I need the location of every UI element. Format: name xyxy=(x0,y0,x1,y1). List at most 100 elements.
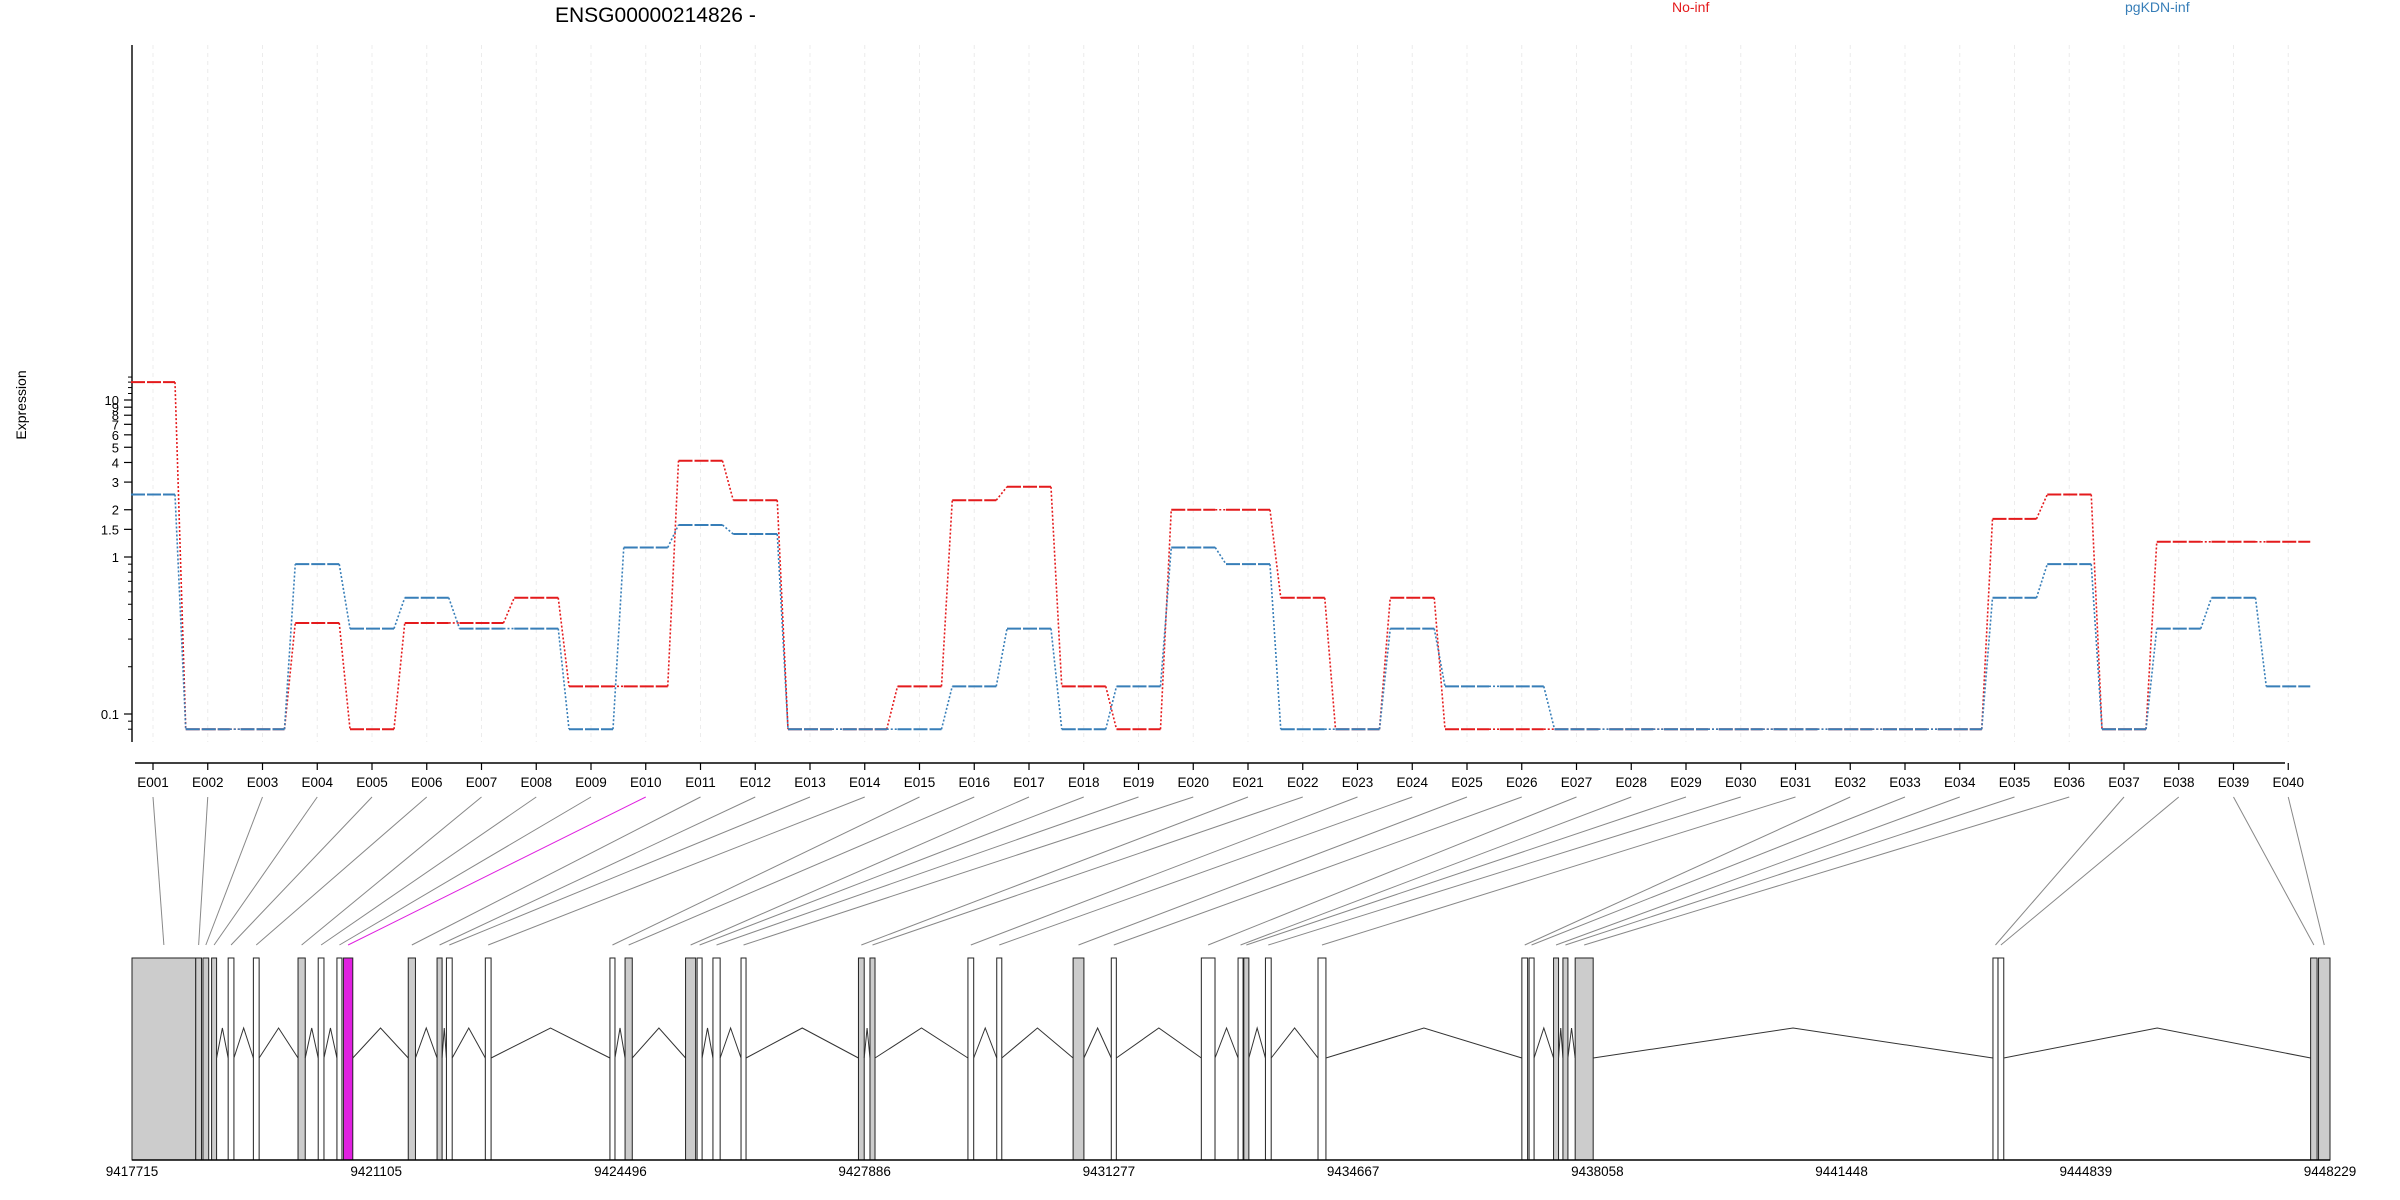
connector-line xyxy=(488,796,865,946)
series-connector xyxy=(1104,686,1118,730)
y-tick-label: 8 xyxy=(112,408,119,423)
y-tick-label: 6 xyxy=(112,428,119,443)
series-connector xyxy=(776,534,789,730)
x-tick-label: E040 xyxy=(2272,775,2304,790)
coord-tick-label: 9438058 xyxy=(1571,1164,1624,1179)
vertical-grid xyxy=(152,45,2289,742)
series-connector xyxy=(1269,509,1282,598)
series-connector xyxy=(1159,547,1173,687)
y-tick-label: 1 xyxy=(112,550,119,565)
series-connector xyxy=(2145,628,2158,730)
series-connector xyxy=(447,597,461,629)
exon-E007 xyxy=(297,957,306,1161)
coord-tick-label: 9441448 xyxy=(1815,1164,1868,1179)
y-axis-label: Expression xyxy=(13,370,29,439)
connector-line xyxy=(347,796,646,946)
exon-E011 xyxy=(407,957,416,1161)
x-tick-label: E001 xyxy=(137,775,169,790)
connector-line xyxy=(612,796,920,946)
genomic-coordinate-axis: 9417715 9421105 9424496 9427886 9431277 94346… xyxy=(106,1159,2356,1179)
x-tick-label: E025 xyxy=(1451,775,1483,790)
x-tick-label: E004 xyxy=(301,775,333,790)
legend-pgkdn-inf: pgKDN-inf xyxy=(2125,0,2190,15)
x-axis: E001 E002 E003 E004 E005 E006 E007 E008 E009 E010… xyxy=(135,762,2304,790)
connector-line xyxy=(2233,796,2315,946)
x-tick-label: E030 xyxy=(1725,775,1757,790)
series-connector xyxy=(338,622,351,730)
exon-E013 xyxy=(445,957,453,1161)
series-connector xyxy=(612,547,625,730)
y-tick-label: 9 xyxy=(112,400,119,415)
y-tick-label: 10 xyxy=(105,393,119,408)
intron xyxy=(1214,1026,1239,1059)
intron xyxy=(1248,1026,1266,1059)
intron xyxy=(233,1026,254,1059)
x-tick-label: E028 xyxy=(1615,775,1647,790)
series-connector xyxy=(2254,597,2268,687)
series-connector xyxy=(2090,564,2103,730)
exon-E001 xyxy=(131,957,197,1161)
y-tick-label: 3 xyxy=(112,475,119,490)
series-connector xyxy=(2035,563,2049,599)
exon-E020 xyxy=(740,957,747,1161)
x-tick-label: E010 xyxy=(630,775,662,790)
intron xyxy=(1593,1027,1994,1059)
series-connector xyxy=(1050,628,1063,730)
exon-E015 xyxy=(609,957,616,1161)
connector-line xyxy=(320,796,537,946)
exon-E017 xyxy=(685,957,697,1161)
intron xyxy=(1558,1027,1564,1059)
connector-line xyxy=(1524,796,1851,946)
x-tick-label: E019 xyxy=(1123,775,1155,790)
exon-E026 xyxy=(1110,957,1117,1161)
coord-tick-label: 9424496 xyxy=(594,1164,647,1179)
exon-E023 xyxy=(967,957,975,1161)
coord-tick-label: 9421105 xyxy=(350,1164,402,1179)
intron xyxy=(352,1027,409,1059)
connector-line xyxy=(213,796,318,946)
series-connector xyxy=(1214,547,1227,565)
intron xyxy=(719,1026,742,1059)
exon-E030 xyxy=(1264,957,1272,1161)
intron xyxy=(1083,1026,1112,1059)
connector-line xyxy=(1078,796,1468,946)
connector-line xyxy=(861,796,1249,946)
exon-E027 xyxy=(1200,957,1216,1161)
exon-E038 xyxy=(1997,957,2005,1161)
connector-line xyxy=(1240,796,1632,946)
x-tick-label: E007 xyxy=(466,775,498,790)
connector-line xyxy=(628,796,975,946)
series-connector xyxy=(393,622,406,730)
connector-line xyxy=(1268,796,1741,946)
exon-E008 xyxy=(317,957,325,1161)
y-tick-label: 4 xyxy=(112,455,119,470)
x-tick-label: E006 xyxy=(411,775,443,790)
intron xyxy=(216,1027,229,1059)
intron xyxy=(451,1026,486,1059)
coord-tick-label: 9434667 xyxy=(1327,1164,1380,1179)
series-pgKDN-inf xyxy=(131,493,2311,731)
x-tick-label: E037 xyxy=(2108,775,2140,790)
series-connector xyxy=(2090,494,2103,730)
exon-E029 xyxy=(1243,957,1250,1161)
connector-line xyxy=(1113,796,1522,946)
series-connector xyxy=(1104,686,1118,730)
connector-line xyxy=(699,796,1084,946)
series-connector xyxy=(995,628,1008,687)
connector-line xyxy=(690,796,1030,946)
series-connector xyxy=(721,524,734,535)
x-tick-label: E017 xyxy=(1013,775,1045,790)
connector-line xyxy=(1555,796,1960,946)
exon-E025 xyxy=(1072,957,1085,1161)
connector-line xyxy=(339,796,592,946)
connector-line xyxy=(301,796,482,946)
connector-line xyxy=(1565,796,2015,946)
x-tick-label: E015 xyxy=(904,775,936,790)
y-tick-label: 1.5 xyxy=(101,522,119,537)
series-connector xyxy=(557,597,570,687)
series-connector xyxy=(940,686,954,730)
series-connector xyxy=(174,382,187,730)
series-connector xyxy=(667,524,680,548)
exon-E039 xyxy=(2310,957,2318,1161)
exon-E002 xyxy=(195,957,203,1161)
